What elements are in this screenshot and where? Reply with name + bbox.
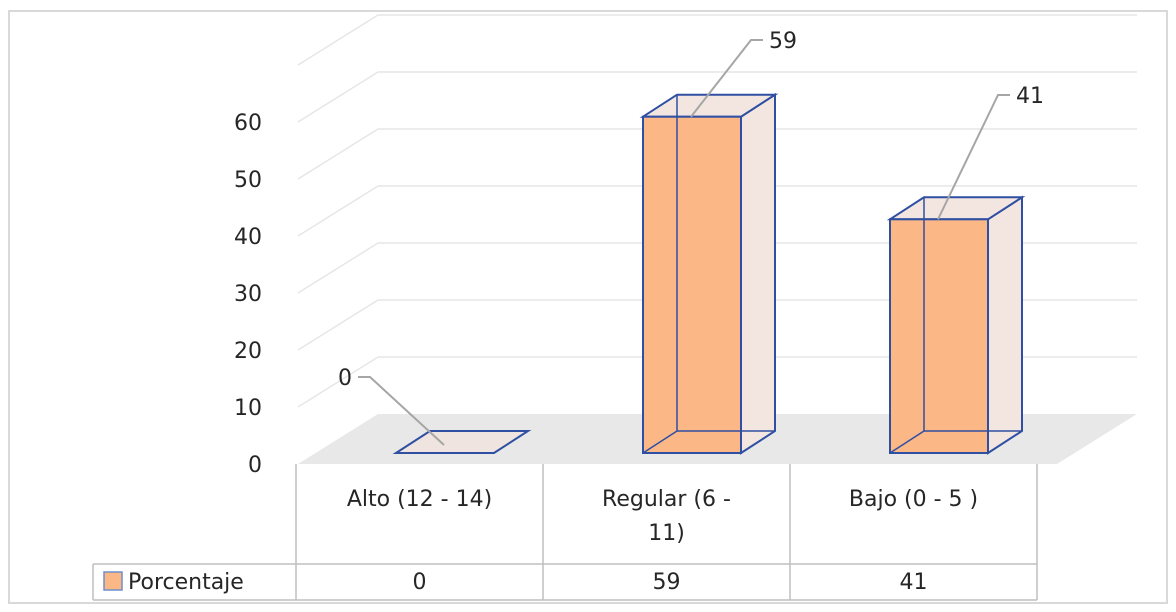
y-tick-label: 20 xyxy=(234,339,262,364)
y-tick-label: 0 xyxy=(248,453,262,478)
bar xyxy=(639,92,779,455)
leader-line xyxy=(358,376,445,446)
gridline-diagonal xyxy=(297,185,379,237)
bars xyxy=(392,92,1026,455)
bar-front xyxy=(642,115,742,454)
y-tick-label: 60 xyxy=(234,111,262,136)
y-tick-label: 10 xyxy=(234,396,262,421)
bar xyxy=(886,195,1026,455)
bar-inner-edge xyxy=(889,430,925,454)
leader-line xyxy=(690,39,763,118)
gridline-diagonal xyxy=(297,299,379,351)
legend-swatch xyxy=(103,571,123,591)
legend-label: Porcentaje xyxy=(128,570,244,595)
y-tick-label: 50 xyxy=(234,168,262,193)
bar-top xyxy=(392,430,532,454)
table-value: 59 xyxy=(653,570,681,595)
bar-side xyxy=(740,92,776,455)
gridline-diagonal xyxy=(297,14,379,66)
y-tick-label: 40 xyxy=(234,225,262,250)
gridline-diagonal xyxy=(297,71,379,123)
category-label: Regular (6 - xyxy=(602,487,731,512)
data-label: 59 xyxy=(769,29,797,54)
bar xyxy=(392,430,532,454)
category-label: 11) xyxy=(648,521,685,546)
bar-inner-edge xyxy=(642,430,678,454)
data-labels: 0 59 41 xyxy=(338,29,1044,446)
category-label: Alto (12 - 14) xyxy=(347,487,492,512)
bar-front xyxy=(889,218,989,454)
gridline-diagonal xyxy=(297,128,379,180)
bar-side xyxy=(987,195,1023,455)
y-tick-label: 30 xyxy=(234,282,262,307)
leader-line xyxy=(937,94,1010,220)
table-value: 41 xyxy=(900,570,928,595)
gridline-diagonal xyxy=(297,242,379,294)
category-label: Bajo (0 - 5 ) xyxy=(849,487,978,512)
data-label: 0 xyxy=(338,366,352,391)
data-table: Alto (12 - 14) Regular (6 - 11) Bajo (0 - 5… xyxy=(92,464,1038,601)
gridline-diagonal xyxy=(297,356,379,408)
data-label: 41 xyxy=(1016,84,1044,109)
y-axis-ticks: 0 10 20 30 40 50 60 xyxy=(234,111,262,478)
table-value: 0 xyxy=(413,570,427,595)
